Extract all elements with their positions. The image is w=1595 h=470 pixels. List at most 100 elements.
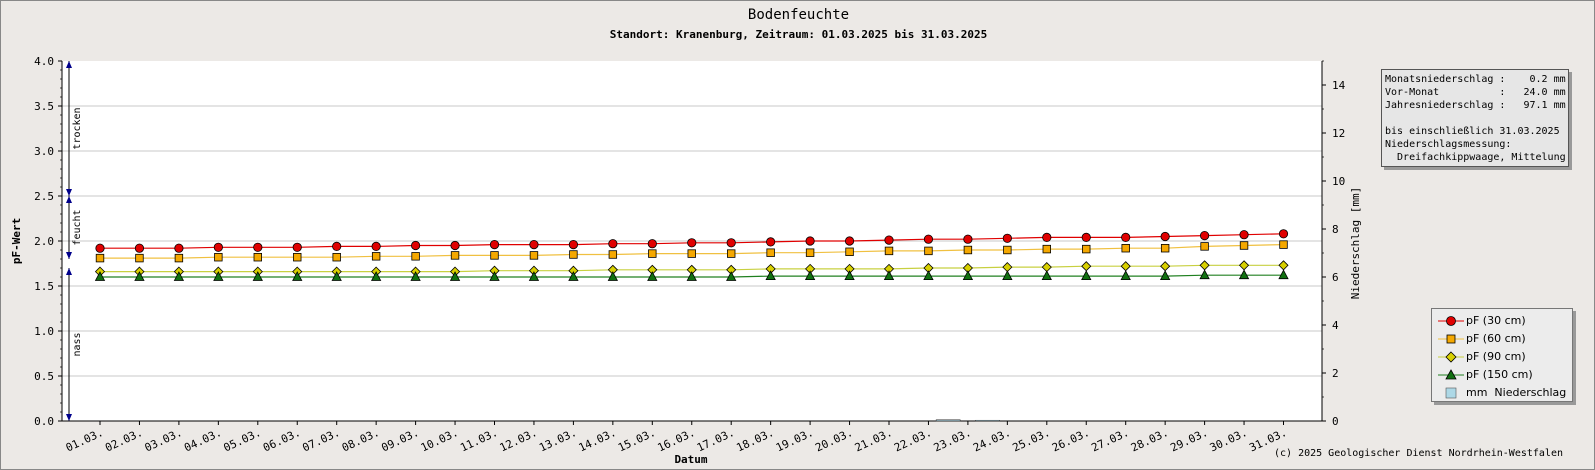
data-point bbox=[726, 271, 737, 281]
zone-label: nass bbox=[72, 332, 83, 356]
data-point bbox=[884, 246, 894, 256]
data-point bbox=[1041, 270, 1052, 281]
info-line: Niederschlagsmessung: bbox=[1385, 139, 1512, 150]
data-point bbox=[1002, 233, 1012, 243]
data-point bbox=[845, 247, 854, 256]
data-point bbox=[568, 271, 579, 281]
y2-tick-label: 14 bbox=[1332, 79, 1346, 92]
x-tick-label: 23.03. bbox=[932, 426, 974, 455]
data-point bbox=[1238, 269, 1250, 280]
precipitation-bar bbox=[975, 419, 1000, 422]
data-point bbox=[963, 245, 973, 255]
data-point bbox=[94, 271, 106, 281]
circle-marker-icon bbox=[1438, 316, 1464, 326]
x-tick-label: 04.03. bbox=[182, 426, 224, 455]
data-point bbox=[529, 251, 539, 260]
data-point bbox=[213, 271, 224, 281]
y-tick-label: 3.0 bbox=[34, 145, 54, 158]
x-tick-label: 30.03. bbox=[1208, 426, 1250, 455]
data-point bbox=[1121, 243, 1130, 253]
zone-arrow-down bbox=[66, 189, 72, 196]
info-line: bis einschließlich 31.03.2025 bbox=[1385, 126, 1560, 137]
data-point bbox=[1200, 242, 1209, 251]
data-point bbox=[727, 249, 736, 258]
x-tick-label: 16.03. bbox=[655, 426, 697, 455]
x-tick-label: 08.03. bbox=[340, 426, 382, 455]
zone-arrow-down bbox=[66, 252, 72, 259]
copyright-notice: (c) 2025 Geologischer Dienst Nordrhein-W… bbox=[1274, 448, 1563, 459]
x-tick-label: 28.03. bbox=[1129, 426, 1171, 455]
data-point bbox=[253, 242, 263, 252]
y-axis-title: pF-Wert bbox=[10, 218, 23, 264]
data-point bbox=[332, 241, 342, 251]
legend-label: pF (30 cm) bbox=[1466, 314, 1526, 327]
x-tick-label: 02.03. bbox=[103, 426, 145, 455]
y2-tick-label: 6 bbox=[1332, 271, 1339, 284]
data-point bbox=[293, 252, 302, 262]
legend-item-pf-30: pF (30 cm) bbox=[1436, 313, 1570, 329]
legend-item-pf-90: pF (90 cm) bbox=[1436, 349, 1570, 365]
legend-label: pF (90 cm) bbox=[1466, 350, 1526, 363]
x-tick-label: 18.03. bbox=[734, 426, 776, 455]
data-point bbox=[214, 252, 223, 262]
x-tick-label: 19.03. bbox=[774, 426, 816, 455]
zone-arrow-up bbox=[66, 61, 72, 68]
y2-tick-label: 0 bbox=[1332, 415, 1339, 428]
x-tick-label: 25.03. bbox=[1011, 426, 1053, 455]
x-tick-label: 20.03. bbox=[813, 426, 855, 455]
y2-tick-label: 12 bbox=[1332, 127, 1345, 140]
data-point bbox=[1199, 269, 1210, 280]
info-line: Monatsniederschlag : 0.2 mm bbox=[1385, 74, 1566, 85]
data-point bbox=[529, 240, 539, 250]
y-tick-label: 4.0 bbox=[34, 55, 54, 68]
data-point bbox=[608, 239, 618, 249]
data-point bbox=[648, 249, 657, 258]
data-point bbox=[213, 242, 223, 252]
triangle-marker-icon bbox=[1438, 369, 1464, 380]
data-point bbox=[608, 250, 618, 259]
data-point bbox=[450, 240, 460, 251]
data-point bbox=[805, 236, 815, 246]
data-point bbox=[371, 252, 381, 261]
data-point bbox=[962, 270, 974, 281]
data-point bbox=[411, 252, 420, 261]
x-tick-label: 22.03. bbox=[892, 426, 934, 455]
y2-tick-label: 4 bbox=[1332, 319, 1339, 332]
data-point bbox=[450, 251, 460, 260]
x-tick-label: 11.03. bbox=[458, 426, 500, 455]
data-point bbox=[1278, 229, 1289, 239]
data-point bbox=[766, 237, 776, 247]
y2-tick-label: 8 bbox=[1332, 223, 1339, 236]
data-point bbox=[804, 270, 816, 281]
x-tick-label: 27.03. bbox=[1089, 426, 1131, 455]
data-point bbox=[765, 270, 776, 281]
data-point bbox=[253, 252, 262, 262]
legend-item-precipitation: mm Niederschlag bbox=[1436, 385, 1570, 401]
chart-legend: pF (30 cm) pF (60 cm) pF (90 cm) pF (150… bbox=[1431, 308, 1573, 402]
zone-arrow-up bbox=[66, 196, 72, 203]
data-point bbox=[1279, 240, 1288, 249]
y-tick-label: 2.0 bbox=[34, 235, 54, 248]
bar-swatch-icon bbox=[1445, 387, 1457, 399]
x-tick-label: 05.03. bbox=[222, 426, 264, 455]
diamond-marker-icon bbox=[1438, 351, 1464, 363]
data-point bbox=[371, 241, 381, 251]
x-tick-label: 21.03. bbox=[853, 426, 895, 455]
x-tick-label: 01.03. bbox=[64, 426, 106, 455]
data-point bbox=[174, 253, 184, 263]
chart-title: Bodenfeuchte bbox=[747, 7, 850, 23]
y-tick-label: 0.0 bbox=[34, 415, 54, 428]
data-point bbox=[1200, 231, 1210, 241]
data-point bbox=[923, 270, 934, 281]
data-point bbox=[173, 271, 185, 281]
x-tick-label: 03.03. bbox=[143, 426, 185, 455]
x-tick-label: 26.03. bbox=[1050, 426, 1092, 455]
x-tick-label: 14.03. bbox=[577, 426, 619, 455]
data-point bbox=[844, 236, 855, 246]
square-marker-icon bbox=[1438, 334, 1464, 344]
data-point bbox=[1042, 244, 1051, 254]
y-tick-label: 1.0 bbox=[34, 325, 54, 338]
data-point bbox=[528, 271, 540, 281]
legend-label: pF (150 cm) bbox=[1466, 368, 1533, 381]
